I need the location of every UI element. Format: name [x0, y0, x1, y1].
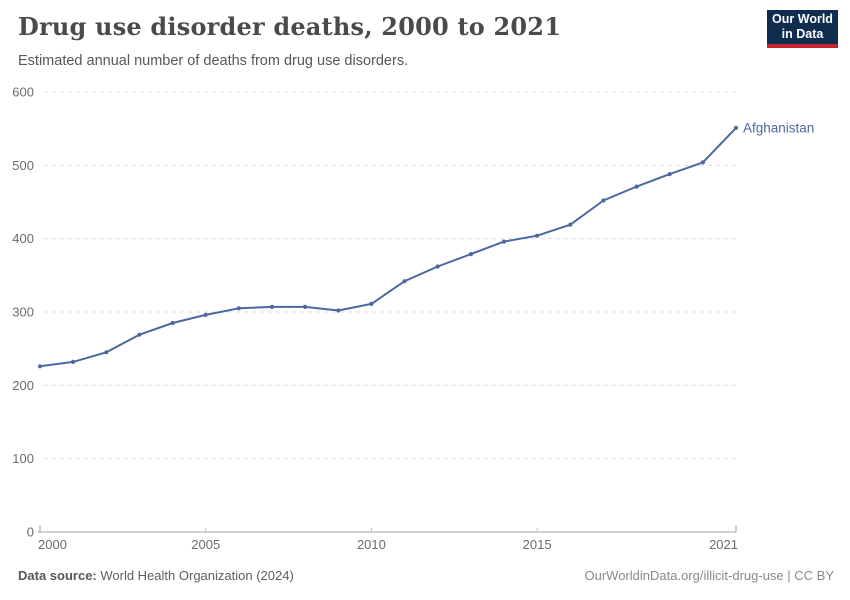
owid-logo: Our World in Data — [767, 10, 838, 48]
x-tick-label: 2021 — [709, 537, 738, 552]
data-point — [137, 332, 142, 337]
data-point — [369, 301, 374, 306]
y-tick-label: 100 — [12, 451, 34, 466]
data-point — [568, 222, 573, 227]
y-tick-label: 500 — [12, 158, 34, 173]
data-source-value: World Health Organization (2024) — [96, 568, 294, 583]
data-point — [269, 304, 275, 309]
x-tick-label: 2000 — [38, 537, 67, 552]
data-point — [468, 252, 473, 257]
data-point — [501, 239, 507, 244]
data-point — [601, 198, 606, 203]
x-tick-label: 2005 — [191, 537, 220, 552]
data-point — [700, 160, 706, 165]
y-tick-label: 200 — [12, 378, 34, 393]
chart-footer: Data source: World Health Organization (… — [18, 568, 834, 583]
data-point — [535, 233, 540, 238]
x-tick-label: 2015 — [523, 537, 552, 552]
owid-logo-line1: Our World — [772, 11, 833, 26]
data-point — [37, 364, 43, 369]
x-tick-label: 2010 — [357, 537, 386, 552]
data-point — [634, 184, 639, 189]
data-point — [203, 312, 208, 317]
data-point — [336, 308, 341, 313]
data-point — [402, 279, 407, 284]
y-tick-label: 300 — [12, 305, 34, 320]
y-tick-label: 400 — [12, 231, 34, 246]
data-source: Data source: World Health Organization (… — [18, 568, 294, 583]
data-point — [104, 350, 109, 355]
credit-link[interactable]: OurWorldinData.org/illicit-drug-use | CC… — [584, 568, 835, 583]
chart-subtitle: Estimated annual number of deaths from d… — [18, 53, 409, 69]
y-tick-label: 0 — [27, 525, 34, 540]
owid-logo-line2: in Data — [781, 27, 824, 41]
data-point — [435, 264, 440, 269]
data-source-label: Data source: — [18, 568, 97, 583]
series-line — [39, 126, 737, 368]
series-label: Afghanistan — [743, 120, 814, 135]
data-point — [303, 304, 308, 309]
data-point — [170, 320, 175, 326]
data-point — [236, 306, 241, 311]
y-tick-label: 600 — [12, 85, 34, 100]
data-point — [71, 359, 76, 364]
data-point — [667, 172, 672, 177]
data-point — [733, 125, 739, 130]
page-title: Drug use disorder deaths, 2000 to 2021 — [18, 12, 562, 41]
